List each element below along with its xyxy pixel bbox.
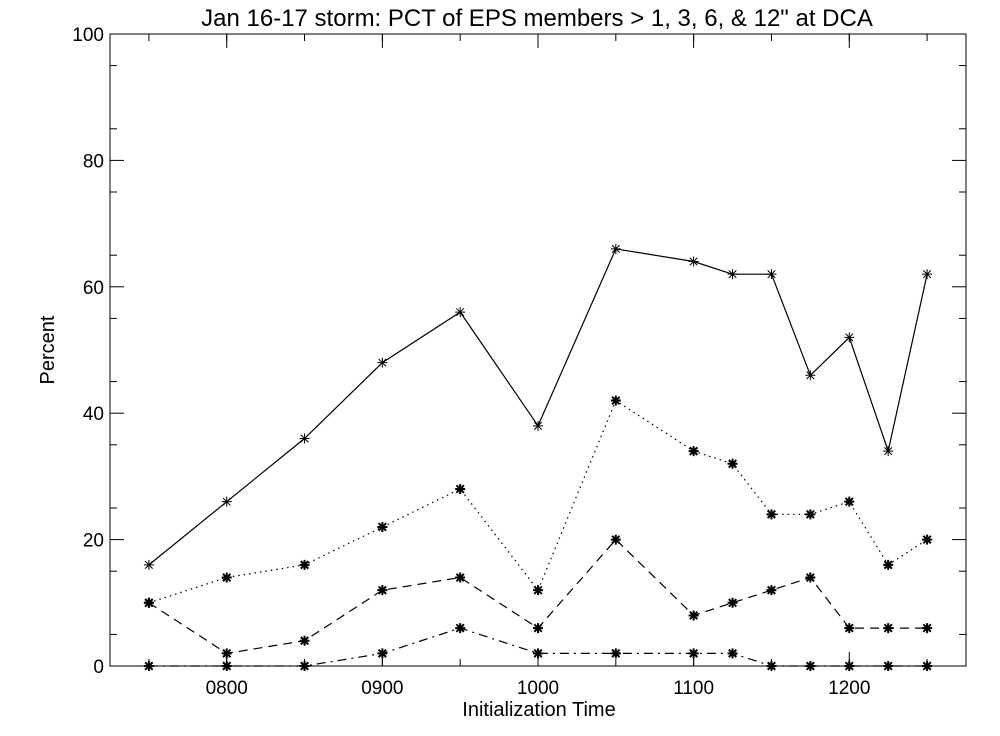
y-tick-label: 0	[93, 657, 104, 678]
data-point-marker	[727, 648, 738, 659]
series-line	[148, 538, 928, 655]
data-point-marker	[688, 648, 699, 659]
data-point-marker	[883, 559, 894, 570]
data-point-marker	[299, 635, 310, 646]
x-axis-label: Initialization Time	[462, 699, 615, 721]
data-point-marker	[766, 585, 777, 596]
data-point-marker	[377, 585, 388, 596]
data-point-marker	[688, 446, 699, 457]
data-point-marker	[455, 572, 466, 583]
series-layer	[143, 243, 933, 671]
data-point-marker	[922, 623, 933, 634]
data-point-marker	[455, 307, 466, 318]
data-point-marker	[533, 623, 543, 634]
x-tick-label: 1200	[828, 678, 870, 699]
y-tick-label: 80	[83, 151, 104, 172]
data-point-marker	[727, 597, 738, 608]
y-tick-label: 20	[83, 531, 104, 552]
data-point-marker	[844, 623, 855, 634]
y-tick-label: 100	[72, 25, 104, 46]
series-solid	[143, 243, 933, 570]
y-tick-label: 60	[83, 278, 104, 299]
tick-labels: 0800 0900 1000 1100 1200 0 20 40 60 80 100	[72, 25, 870, 699]
data-point-marker	[805, 509, 816, 520]
data-point-marker	[143, 559, 154, 570]
data-point-marker	[143, 597, 154, 608]
data-point-marker	[922, 269, 933, 280]
data-point-marker	[143, 661, 154, 671]
data-point-marker	[766, 661, 777, 671]
data-point-marker	[533, 585, 543, 596]
data-point-marker	[844, 496, 855, 507]
chart-title: Jan 16-17 storm: PCT of EPS members > 1,…	[201, 5, 873, 32]
data-point-marker	[805, 370, 816, 381]
data-point-marker	[727, 458, 738, 469]
data-point-marker	[883, 623, 894, 634]
series-line	[148, 627, 928, 667]
axis-ticks	[110, 33, 966, 667]
x-tick-label: 0900	[361, 678, 403, 699]
y-axis-label: Percent	[37, 315, 59, 384]
data-point-marker	[610, 534, 621, 545]
data-point-marker	[377, 648, 388, 659]
data-point-marker	[922, 534, 933, 545]
x-tick-label: 1000	[517, 678, 559, 699]
data-point-marker	[844, 661, 855, 671]
data-point-marker	[610, 243, 621, 254]
data-point-marker	[299, 559, 310, 570]
data-point-marker	[805, 661, 816, 671]
series-dash-dot	[143, 623, 933, 671]
data-point-marker	[299, 433, 310, 444]
x-tick-label: 1100	[673, 678, 714, 699]
data-point-marker	[610, 395, 621, 406]
data-point-marker	[883, 661, 894, 671]
data-point-marker	[455, 623, 466, 634]
data-point-marker	[221, 496, 232, 507]
data-point-marker	[299, 661, 310, 671]
data-point-marker	[221, 572, 232, 583]
series-dashed	[143, 534, 933, 659]
data-point-marker	[533, 648, 543, 659]
data-point-marker	[688, 256, 699, 267]
data-point-marker	[221, 661, 232, 671]
data-point-marker	[766, 509, 777, 520]
x-tick-label: 0800	[206, 678, 248, 699]
plot-frame	[109, 33, 967, 667]
data-point-marker	[533, 420, 543, 431]
series-dotted	[143, 395, 933, 608]
data-point-marker	[688, 610, 699, 621]
data-point-marker	[844, 332, 855, 343]
data-point-marker	[455, 484, 466, 495]
data-point-marker	[922, 661, 933, 671]
data-point-marker	[221, 648, 232, 659]
data-point-marker	[883, 446, 894, 457]
series-line	[148, 399, 928, 604]
data-point-marker	[610, 648, 621, 659]
data-point-marker	[377, 357, 388, 368]
data-point-marker	[766, 269, 777, 280]
data-point-marker	[377, 521, 388, 532]
series-line	[148, 248, 928, 566]
y-tick-label: 40	[83, 404, 104, 425]
data-point-marker	[727, 269, 738, 280]
data-point-marker	[805, 572, 816, 583]
